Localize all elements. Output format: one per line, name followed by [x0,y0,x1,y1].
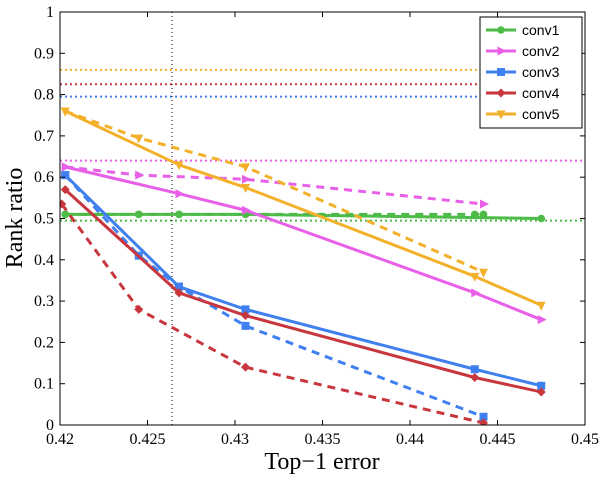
conv2-solid-point [175,189,185,199]
x-tick-label: 0.425 [130,431,166,448]
y-tick-label: 0.6 [34,169,54,186]
conv1-solid-point [175,210,183,219]
conv4-solid-point [470,373,480,383]
conv4-solid-point [174,288,184,298]
y-tick-label: 0.7 [34,128,54,145]
y-tick-label: 0.5 [34,211,54,228]
conv1-solid-point [61,210,70,219]
conv3-solid-point [175,282,183,291]
conv4-dashed-line [60,203,484,425]
x-tick-label: 0.43 [221,431,249,448]
y-tick-label: 0.1 [34,376,54,393]
conv5-dashed-point [241,163,250,173]
legend-marker [496,88,506,98]
conv3-solid-point [61,171,70,180]
legend-label: conv1 [522,22,560,38]
conv3-dashed-point [479,412,488,421]
legend-marker [497,68,505,76]
legend: conv1 conv2 conv3 conv4 conv5 [479,16,583,129]
conv1-solid-point [537,214,546,223]
x-axis-label: Top−1 error [264,449,379,475]
conv2-solid-point [471,288,481,298]
conv4-series [60,185,546,425]
conv1-dashed-point [479,210,488,219]
x-tick-label: 0.445 [480,431,516,448]
conv5-series [60,107,546,311]
y-tick-label: 0.2 [34,334,54,351]
conv5-solid-point [60,107,70,117]
conv1-solid-point [134,210,143,219]
conv5-solid-point [536,301,546,311]
conv2-dashed-point [480,199,489,209]
conv4-solid-point [241,311,250,321]
conv4-dashed-point [60,199,67,209]
conv5-dashed-point [479,268,488,278]
y-tick-label: 0 [46,417,54,434]
conv4-dashed-point [479,418,488,425]
conv2-dashed-point [242,174,251,184]
series-lines [60,107,547,425]
x-tick-label: 0.45 [571,431,599,448]
x-tick-label: 0.42 [46,431,74,448]
legend-item-conv1: conv1 [486,22,560,38]
conv2-solid-point [242,205,251,215]
conv4-solid-point [60,185,70,195]
y-axis-label: Rank ratio [2,168,28,269]
conv3-series [61,171,546,421]
legend-label: conv2 [522,43,560,59]
conv5-solid-point [174,161,184,171]
legend-label: conv3 [522,64,560,80]
conv2-dashed-point [135,170,145,180]
conv2-solid-point [537,315,547,325]
legend-marker [497,46,507,56]
conv3-dashed-point [241,321,250,330]
legend-item-conv2: conv2 [486,43,560,59]
x-tick-label: 0.44 [396,431,424,448]
y-tick-label: 0.9 [34,45,54,62]
conv2-dashed-line [65,165,484,206]
conv5-dashed-point [134,134,144,144]
conv2-series [61,162,547,325]
y-tick-label: 0.4 [34,252,54,269]
legend-marker [496,110,506,120]
y-tick-label: 0.8 [34,87,54,104]
x-tick-label: 0.435 [305,431,341,448]
conv3-solid-line [64,174,542,388]
legend-label: conv5 [522,106,560,122]
conv4-dashed-point [134,304,144,314]
axis-ticks: 0.42 0.425 0.43 0.435 0.44 0.445 0.45 0 0.1 0.2 0.… [34,4,599,448]
conv5-solid-line [64,109,542,307]
legend-item-conv3: conv3 [486,64,560,80]
legend-label: conv4 [522,85,560,101]
conv5-solid-point [470,272,480,282]
conv4-solid-point [536,387,546,397]
legend-marker [497,26,505,34]
y-tick-label: 1 [46,4,54,21]
conv3-solid-point [537,381,546,390]
legend-item-conv4: conv4 [486,85,560,101]
legend-item-conv5: conv5 [486,106,560,122]
conv1-series [61,210,546,223]
conv4-dashed-point [241,362,250,372]
conv5-solid-point [241,184,250,194]
conv5-dashed-line [64,109,485,274]
conv3-solid-point [470,365,479,374]
conv2-solid-point [61,162,71,172]
y-tick-label: 0.3 [34,293,54,310]
conv3-solid-point [241,305,250,314]
conv1-dashed-point [470,210,479,219]
